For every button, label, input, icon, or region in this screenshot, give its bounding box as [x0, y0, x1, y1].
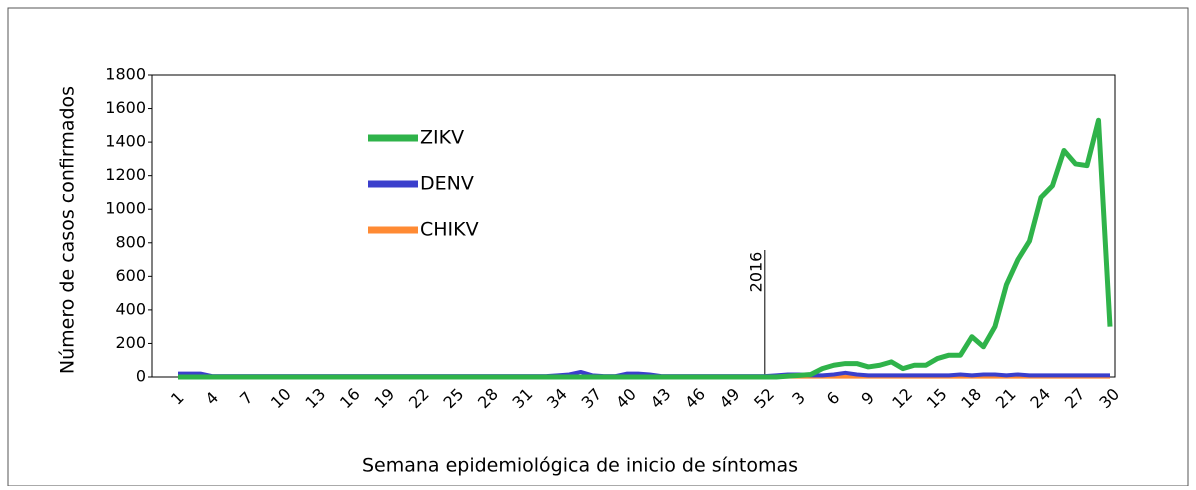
x-tick-label: 40: [612, 384, 640, 412]
x-tick-label: 18: [957, 384, 985, 412]
x-tick-label: 34: [543, 384, 571, 412]
x-tick-label: 10: [267, 384, 295, 412]
y-tick-label: 600: [115, 266, 146, 285]
frame: [7, 7, 1189, 487]
y-tick-label: 1400: [105, 132, 146, 151]
x-tick-label: 21: [992, 384, 1020, 412]
y-axis-label: Número de casos confirmados: [57, 86, 79, 374]
x-axis-label: Semana epidemiológica de inicio de sínto…: [362, 455, 798, 477]
x-tick-label: 46: [681, 384, 709, 412]
y-tick-label: 200: [115, 333, 146, 352]
x-tick-label: 28: [474, 384, 502, 412]
x-tick-label: 22: [405, 384, 433, 412]
x-tick-label: 43: [647, 384, 675, 412]
line-zikv: [178, 117, 1113, 380]
x-tick-label: 27: [1061, 384, 1089, 412]
y-tick-label: 1000: [105, 199, 146, 218]
legend-label: ZIKV: [420, 127, 464, 149]
y-tick-label: 800: [115, 232, 146, 251]
x-tick-label: 15: [923, 384, 951, 412]
x-tick-label: 13: [301, 384, 329, 412]
y-tick-label: 400: [115, 299, 146, 318]
x-tick-label: 25: [440, 384, 468, 412]
x-tick-label: 3: [788, 388, 809, 409]
x-tick-label: 52: [750, 384, 778, 412]
annotation: 2016: [746, 252, 765, 293]
x-tick-label: 6: [823, 388, 844, 409]
x-tick-label: 31: [509, 384, 537, 412]
y-tick-label: 1600: [105, 98, 146, 117]
y-tick-label: 1200: [105, 165, 146, 184]
x-tick-label: 16: [336, 384, 364, 412]
x-tick-label: 30: [1095, 384, 1123, 412]
x-tick-label: 1: [167, 388, 188, 409]
y-tick-label: 0: [136, 367, 146, 386]
y-tick-label: 1800: [105, 65, 146, 84]
x-tick-label: 7: [236, 388, 257, 409]
x-tick-label: 49: [716, 384, 744, 412]
plot-area: [151, 74, 1116, 378]
x-tick-label: 12: [888, 384, 916, 412]
x-tick-label: 37: [578, 384, 606, 412]
x-tick-label: 4: [201, 388, 222, 409]
x-tick-label: 9: [857, 388, 878, 409]
legend-label: DENV: [420, 173, 474, 195]
x-tick-label: 19: [370, 384, 398, 412]
x-tick-label: 24: [1026, 384, 1054, 412]
legend-label: CHIKV: [420, 219, 479, 241]
